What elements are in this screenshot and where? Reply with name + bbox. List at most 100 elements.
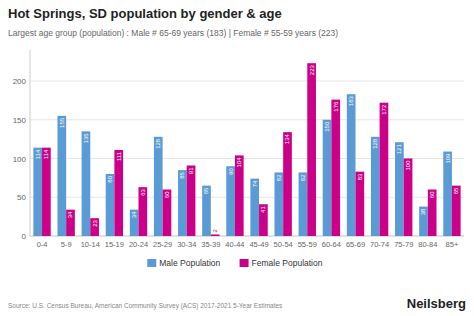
bar bbox=[226, 166, 235, 236]
bar bbox=[139, 187, 148, 236]
y-axis-line bbox=[30, 50, 31, 236]
bar bbox=[154, 137, 163, 236]
y-tick-label: 150 bbox=[13, 116, 27, 125]
bar bbox=[106, 174, 115, 236]
y-tick-label: 0 bbox=[22, 232, 27, 241]
bar bbox=[33, 148, 42, 236]
data-labels: 1141141553413523801113463128608591652901… bbox=[35, 65, 460, 233]
data-label: 65 bbox=[203, 187, 209, 194]
legend-label: Female Population bbox=[252, 258, 323, 268]
brand-text: Neilsberg bbox=[407, 296, 466, 311]
bar bbox=[356, 172, 365, 236]
bar bbox=[211, 234, 220, 236]
title: Hot Springs, SD population by gender & a… bbox=[8, 6, 282, 21]
legend-label: Male Population bbox=[159, 258, 220, 268]
bar bbox=[428, 190, 437, 237]
data-label: 176 bbox=[333, 101, 339, 112]
data-label: 60 bbox=[429, 191, 435, 198]
bar bbox=[66, 210, 75, 236]
legend-swatch bbox=[147, 259, 156, 267]
x-tick-label: 55-59 bbox=[298, 240, 317, 249]
x-tick-label: 10-14 bbox=[81, 240, 100, 249]
data-label: 82 bbox=[276, 174, 282, 181]
data-label: 74 bbox=[252, 180, 258, 187]
bar bbox=[250, 179, 259, 236]
y-tick-label: 200 bbox=[13, 77, 27, 86]
grid-line bbox=[30, 119, 464, 120]
bar bbox=[323, 120, 332, 236]
data-label: 82 bbox=[300, 174, 306, 181]
x-tick-label: 80-84 bbox=[418, 240, 437, 249]
x-tick-label: 0-4 bbox=[37, 240, 48, 249]
data-label: 109 bbox=[445, 153, 451, 164]
bar bbox=[274, 172, 283, 236]
data-label: 34 bbox=[68, 211, 74, 218]
bar bbox=[299, 172, 308, 236]
bar bbox=[114, 150, 123, 236]
bar bbox=[130, 210, 139, 236]
bar bbox=[187, 165, 196, 236]
x-tick-label: 25-29 bbox=[153, 240, 172, 249]
data-label: 80 bbox=[107, 175, 113, 182]
data-label: 155 bbox=[59, 117, 65, 128]
bar bbox=[371, 137, 380, 236]
data-label: 83 bbox=[357, 173, 363, 180]
data-label: 135 bbox=[83, 133, 89, 144]
x-tick-label: 20-24 bbox=[129, 240, 148, 249]
data-label: 183 bbox=[348, 96, 354, 107]
bar bbox=[202, 186, 211, 236]
x-tick-label: 75-79 bbox=[394, 240, 413, 249]
x-tick-label: 35-39 bbox=[201, 240, 220, 249]
chart: Hot Springs, SD population by gender & a… bbox=[0, 0, 474, 316]
data-label: 23 bbox=[92, 220, 98, 227]
data-label: 65 bbox=[453, 187, 459, 194]
y-tick-label: 100 bbox=[13, 155, 27, 164]
subtitle: Largest age group (population) : Male # … bbox=[8, 28, 338, 38]
bar bbox=[419, 207, 428, 236]
bar bbox=[443, 152, 452, 236]
data-label: 2 bbox=[212, 228, 218, 232]
bar bbox=[235, 155, 244, 236]
data-label: 38 bbox=[420, 208, 426, 215]
data-label: 63 bbox=[140, 189, 146, 196]
bars bbox=[33, 63, 460, 236]
bar bbox=[57, 116, 66, 236]
bar bbox=[178, 170, 187, 236]
data-label: 121 bbox=[396, 144, 402, 155]
bar bbox=[283, 132, 292, 236]
data-label: 41 bbox=[260, 206, 266, 213]
data-label: 100 bbox=[405, 160, 411, 171]
bar bbox=[163, 190, 172, 237]
x-tick-label: 85+ bbox=[446, 240, 459, 249]
bar bbox=[452, 186, 461, 236]
x-tick-label: 5-9 bbox=[61, 240, 72, 249]
bar bbox=[259, 204, 268, 236]
legend-swatch bbox=[240, 259, 249, 267]
data-label: 104 bbox=[236, 157, 242, 168]
data-label: 90 bbox=[228, 168, 234, 175]
bar bbox=[380, 103, 389, 236]
y-tick-label: 50 bbox=[17, 193, 26, 202]
x-tick-label: 70-74 bbox=[370, 240, 389, 249]
legend: Male Population Female Population bbox=[147, 258, 322, 268]
data-label: 114 bbox=[43, 149, 49, 159]
data-label: 91 bbox=[188, 167, 194, 174]
data-label: 85 bbox=[179, 171, 185, 178]
x-tick-label: 45-49 bbox=[249, 240, 268, 249]
data-label: 34 bbox=[131, 211, 137, 218]
data-label: 150 bbox=[324, 121, 330, 132]
bar bbox=[404, 159, 413, 237]
source-text: Source: U.S. Census Bureau, American Com… bbox=[8, 302, 283, 310]
x-tick-label: 50-54 bbox=[274, 240, 293, 249]
x-tick-label: 30-34 bbox=[177, 240, 196, 249]
bar bbox=[90, 218, 99, 236]
x-tick-label: 40-44 bbox=[225, 240, 244, 249]
data-label: 111 bbox=[116, 151, 122, 161]
bar bbox=[331, 100, 340, 236]
x-tick-label: 60-64 bbox=[322, 240, 341, 249]
data-label: 128 bbox=[372, 138, 378, 149]
data-label: 134 bbox=[285, 133, 291, 144]
bar bbox=[347, 94, 356, 236]
data-label: 128 bbox=[155, 138, 161, 149]
data-label: 60 bbox=[164, 191, 170, 198]
